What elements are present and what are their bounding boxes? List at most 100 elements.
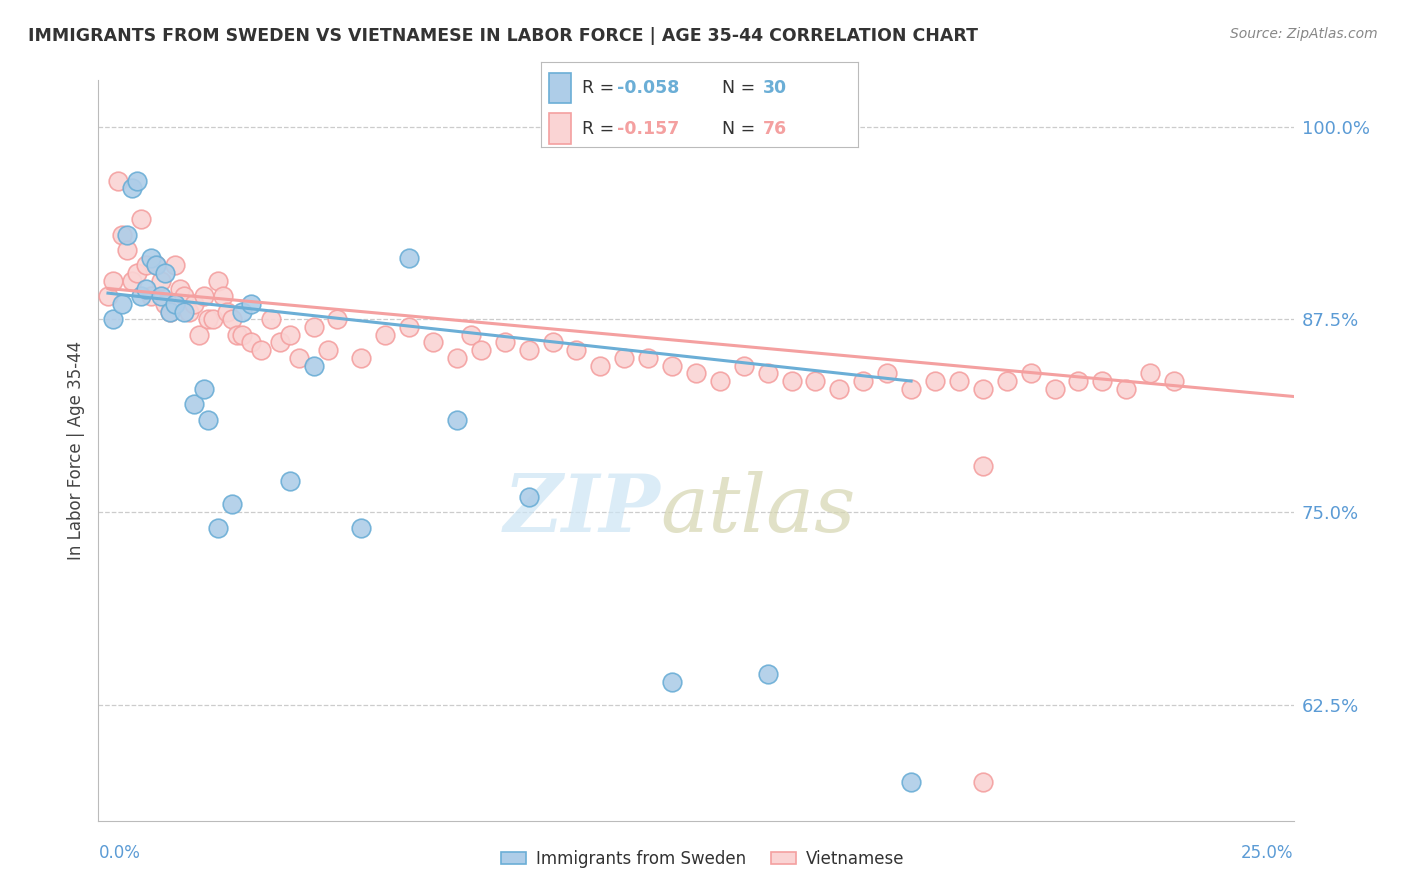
Point bbox=[193, 382, 215, 396]
Point bbox=[121, 274, 143, 288]
Point bbox=[179, 304, 201, 318]
Bar bbox=[550, 72, 571, 103]
Point bbox=[1043, 382, 1066, 396]
Point bbox=[278, 475, 301, 489]
Point bbox=[852, 374, 875, 388]
Point bbox=[637, 351, 659, 365]
Point bbox=[1067, 374, 1090, 388]
Text: 0.0%: 0.0% bbox=[98, 844, 141, 862]
Point bbox=[972, 775, 994, 789]
Point bbox=[202, 312, 225, 326]
Point bbox=[111, 297, 134, 311]
Point bbox=[131, 289, 153, 303]
Point bbox=[398, 251, 420, 265]
Point bbox=[460, 327, 482, 342]
Point bbox=[240, 335, 263, 350]
Point bbox=[1091, 374, 1114, 388]
Point bbox=[517, 490, 540, 504]
Point bbox=[995, 374, 1018, 388]
Text: IMMIGRANTS FROM SWEDEN VS VIETNAMESE IN LABOR FORCE | AGE 35-44 CORRELATION CHAR: IMMIGRANTS FROM SWEDEN VS VIETNAMESE IN … bbox=[28, 27, 979, 45]
Point bbox=[709, 374, 731, 388]
Text: 25.0%: 25.0% bbox=[1241, 844, 1294, 862]
Point bbox=[374, 327, 396, 342]
Point bbox=[259, 312, 281, 326]
Point bbox=[1139, 367, 1161, 381]
Point bbox=[288, 351, 311, 365]
Point bbox=[804, 374, 827, 388]
Point bbox=[470, 343, 492, 358]
Point bbox=[972, 458, 994, 473]
Point bbox=[1163, 374, 1185, 388]
Point bbox=[149, 289, 172, 303]
Text: atlas: atlas bbox=[661, 471, 855, 549]
Point bbox=[207, 274, 229, 288]
Point bbox=[900, 382, 922, 396]
Point bbox=[97, 289, 120, 303]
Point bbox=[398, 320, 420, 334]
Text: -0.157: -0.157 bbox=[617, 120, 679, 137]
Text: N =: N = bbox=[721, 78, 755, 97]
Point bbox=[685, 367, 707, 381]
Text: N =: N = bbox=[721, 120, 755, 137]
Point bbox=[197, 312, 219, 326]
Legend: Immigrants from Sweden, Vietnamese: Immigrants from Sweden, Vietnamese bbox=[495, 844, 911, 875]
Point bbox=[350, 520, 373, 534]
Point bbox=[139, 289, 162, 303]
Point bbox=[589, 359, 612, 373]
Point bbox=[302, 320, 325, 334]
Point bbox=[972, 382, 994, 396]
Point bbox=[1019, 367, 1042, 381]
Point bbox=[565, 343, 588, 358]
Text: -0.058: -0.058 bbox=[617, 78, 679, 97]
Point bbox=[278, 327, 301, 342]
Point bbox=[163, 297, 186, 311]
Text: R =: R = bbox=[582, 78, 614, 97]
Text: Source: ZipAtlas.com: Source: ZipAtlas.com bbox=[1230, 27, 1378, 41]
Point bbox=[193, 289, 215, 303]
Point bbox=[446, 351, 468, 365]
Point bbox=[183, 297, 205, 311]
Point bbox=[207, 520, 229, 534]
Text: ZIP: ZIP bbox=[503, 471, 661, 549]
Point bbox=[125, 266, 148, 280]
Point bbox=[661, 359, 683, 373]
Text: R =: R = bbox=[582, 120, 614, 137]
Point bbox=[211, 289, 233, 303]
Point bbox=[155, 266, 177, 280]
Point bbox=[115, 227, 138, 242]
Point bbox=[316, 343, 339, 358]
Point bbox=[197, 412, 219, 426]
Point bbox=[221, 498, 243, 512]
Point bbox=[173, 289, 195, 303]
Point bbox=[900, 775, 922, 789]
Point bbox=[613, 351, 636, 365]
Point bbox=[494, 335, 516, 350]
Point bbox=[101, 312, 124, 326]
Point bbox=[1115, 382, 1137, 396]
Point bbox=[187, 327, 209, 342]
Point bbox=[121, 181, 143, 195]
Point bbox=[155, 297, 177, 311]
Point bbox=[231, 304, 253, 318]
Point bbox=[221, 312, 243, 326]
Point bbox=[828, 382, 851, 396]
Point bbox=[517, 343, 540, 358]
Point bbox=[269, 335, 291, 350]
Point bbox=[780, 374, 803, 388]
Text: 76: 76 bbox=[762, 120, 787, 137]
Point bbox=[169, 281, 191, 295]
Point bbox=[159, 304, 181, 318]
Point bbox=[948, 374, 970, 388]
Point bbox=[159, 304, 181, 318]
Point bbox=[350, 351, 373, 365]
Point bbox=[163, 259, 186, 273]
Point bbox=[756, 667, 779, 681]
Point bbox=[422, 335, 444, 350]
Point bbox=[240, 297, 263, 311]
Point bbox=[733, 359, 755, 373]
Point bbox=[125, 173, 148, 187]
Point bbox=[924, 374, 946, 388]
Point bbox=[226, 327, 249, 342]
Bar bbox=[550, 113, 571, 144]
Point bbox=[756, 367, 779, 381]
